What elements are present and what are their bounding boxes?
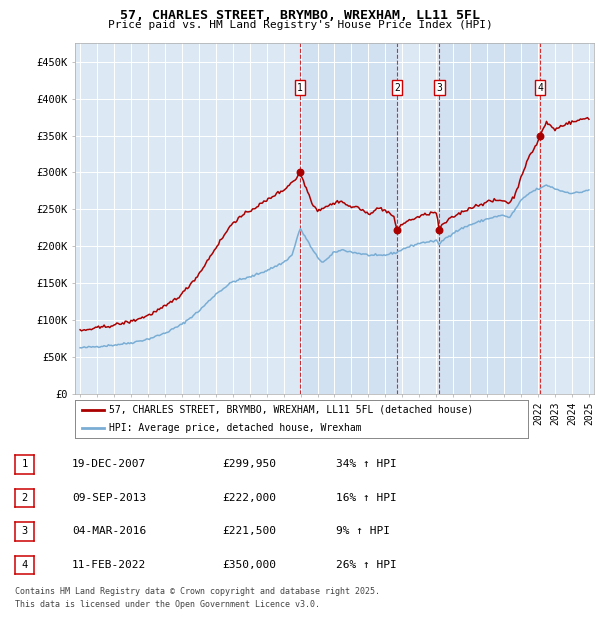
Text: 9% ↑ HPI: 9% ↑ HPI (336, 526, 390, 536)
Text: This data is licensed under the Open Government Licence v3.0.: This data is licensed under the Open Gov… (15, 600, 320, 609)
Text: 34% ↑ HPI: 34% ↑ HPI (336, 459, 397, 469)
Text: 09-SEP-2013: 09-SEP-2013 (72, 493, 146, 503)
Text: 4: 4 (537, 82, 543, 92)
Text: £299,950: £299,950 (222, 459, 276, 469)
Point (434, 226, 444, 236)
Text: 11-FEB-2022: 11-FEB-2022 (72, 560, 146, 570)
Text: £350,000: £350,000 (222, 560, 276, 570)
Point (535, 131, 545, 141)
Text: 04-MAR-2016: 04-MAR-2016 (72, 526, 146, 536)
Text: £222,000: £222,000 (222, 493, 276, 503)
Text: 57, CHARLES STREET, BRYMBO, WREXHAM, LL11 5FL (detached house): 57, CHARLES STREET, BRYMBO, WREXHAM, LL1… (109, 405, 473, 415)
Text: £221,500: £221,500 (222, 526, 276, 536)
Bar (439, 43, 540, 394)
Text: 3: 3 (22, 526, 28, 536)
Bar (300, 43, 397, 394)
Text: 1: 1 (297, 82, 303, 92)
Text: 57, CHARLES STREET, BRYMBO, WREXHAM, LL11 5FL: 57, CHARLES STREET, BRYMBO, WREXHAM, LL1… (120, 9, 480, 22)
Text: 16% ↑ HPI: 16% ↑ HPI (336, 493, 397, 503)
Text: 3: 3 (436, 82, 442, 92)
Text: Price paid vs. HM Land Registry's House Price Index (HPI): Price paid vs. HM Land Registry's House … (107, 20, 493, 30)
Text: Contains HM Land Registry data © Crown copyright and database right 2025.: Contains HM Land Registry data © Crown c… (15, 587, 380, 596)
Text: 4: 4 (22, 560, 28, 570)
Text: 19-DEC-2007: 19-DEC-2007 (72, 459, 146, 469)
Text: 1: 1 (22, 459, 28, 469)
Point (295, 167, 305, 177)
Text: 2: 2 (394, 82, 400, 92)
Point (392, 225, 402, 235)
Text: HPI: Average price, detached house, Wrexham: HPI: Average price, detached house, Wrex… (109, 423, 362, 433)
Text: 2: 2 (22, 493, 28, 503)
Text: 26% ↑ HPI: 26% ↑ HPI (336, 560, 397, 570)
